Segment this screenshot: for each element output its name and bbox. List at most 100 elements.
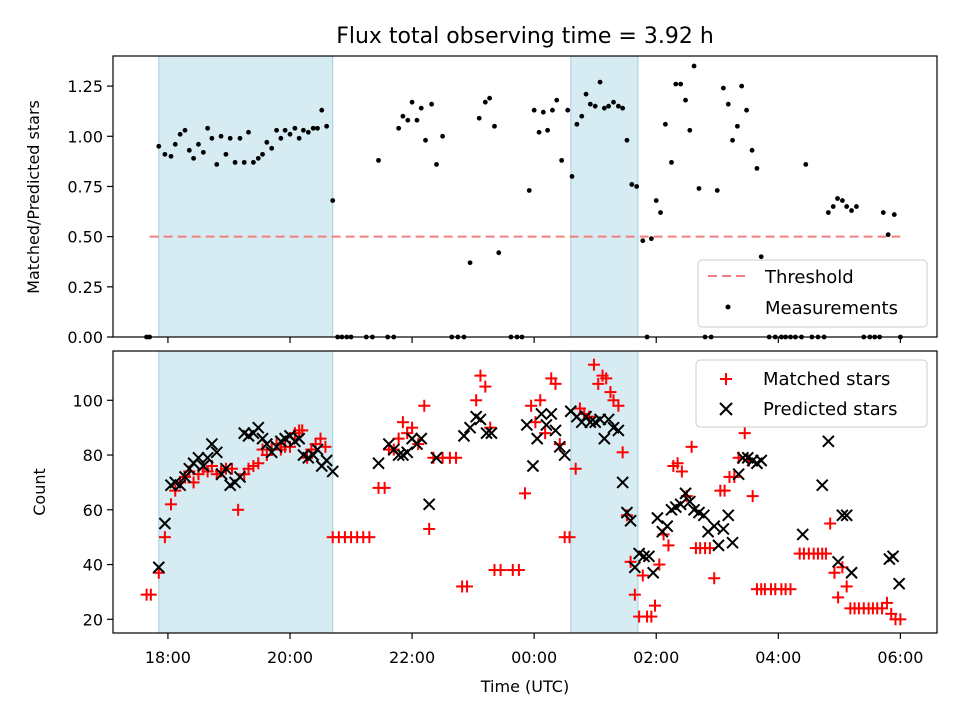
measurement-point xyxy=(269,145,275,151)
matched-star-marker xyxy=(746,490,759,503)
matched-star-marker xyxy=(450,451,463,464)
predicted-star-marker xyxy=(602,413,615,426)
predicted-star-marker xyxy=(584,415,597,429)
predicted-star-marker xyxy=(457,429,471,443)
y-tick-label: 100 xyxy=(72,391,103,410)
measurement-point xyxy=(196,141,201,147)
matched-star-marker xyxy=(418,399,431,412)
measurement-point xyxy=(292,125,298,131)
matched-star-marker xyxy=(728,470,741,483)
predicted-star-marker xyxy=(642,550,656,563)
measurement-point xyxy=(611,99,616,105)
predicted-star-marker xyxy=(372,457,385,470)
measurement-point xyxy=(418,105,424,111)
predicted-star-marker xyxy=(722,509,735,522)
predicted-star-marker xyxy=(252,421,265,434)
measurement-point xyxy=(526,188,532,193)
measurement-point xyxy=(209,135,215,141)
measurement-point xyxy=(669,159,674,165)
shaded-interval xyxy=(158,350,334,634)
matched-star-marker xyxy=(534,394,547,407)
measurement-point xyxy=(241,159,247,165)
measurement-point xyxy=(414,117,420,123)
x-tick-label: 00:00 xyxy=(511,648,557,667)
shaded-interval xyxy=(570,55,639,338)
bottom-x-ticks: 18:00 20:00 22:00 00:00 02:00 04:00 06:00 xyxy=(145,633,923,667)
measurement-point xyxy=(274,127,279,133)
measurement-point xyxy=(467,260,473,266)
measurement-point xyxy=(640,238,646,244)
matched-star-marker xyxy=(314,432,327,445)
matched-star-marker xyxy=(494,564,507,577)
top-shaded-intervals xyxy=(158,55,639,338)
matched-star-marker xyxy=(144,588,157,601)
predicted-star-marker xyxy=(620,506,634,519)
y-tick-label: 40 xyxy=(83,556,103,575)
predicted-star-marker xyxy=(233,470,247,484)
measurement-point xyxy=(754,166,760,171)
legend-matched-label: Matched stars xyxy=(763,369,890,390)
measurement-point xyxy=(601,105,607,111)
measurement-point xyxy=(278,135,284,141)
matched-star-marker xyxy=(685,440,698,453)
measurement-point xyxy=(400,113,406,119)
predicted-star-marker xyxy=(205,437,219,451)
top-panel: 0.00 0.25 0.50 0.75 1.00 1.25 Flux total obse… xyxy=(24,24,938,347)
measurement-point xyxy=(830,204,836,209)
predicted-star-marker xyxy=(836,509,849,522)
measurement-point xyxy=(296,135,302,141)
measurement-point xyxy=(405,117,411,123)
predicted-star-marker xyxy=(822,435,835,448)
matched-star-marker xyxy=(226,462,239,475)
measurement-point xyxy=(620,105,626,111)
measurement-point xyxy=(662,121,668,127)
measurement-point xyxy=(287,131,293,137)
measurement-point xyxy=(579,113,585,119)
predicted-star-marker xyxy=(831,555,845,569)
measurement-point xyxy=(310,125,316,131)
measurement-point xyxy=(825,210,831,215)
bottom-legend: Matched stars Predicted stars xyxy=(695,359,928,428)
measurement-point xyxy=(730,137,735,143)
predicted-star-marker xyxy=(732,467,745,481)
x-tick-label: 02:00 xyxy=(633,648,679,667)
matched-star-marker xyxy=(840,580,853,593)
measurement-point xyxy=(487,95,492,101)
predicted-star-marker xyxy=(326,465,339,478)
measurement-point xyxy=(223,151,229,157)
measurement-point xyxy=(182,127,188,133)
predicted-star-marker xyxy=(637,550,651,563)
predicted-star-marker xyxy=(463,421,477,434)
matched-star-marker xyxy=(653,558,666,571)
y-tick-label: 80 xyxy=(83,446,103,465)
matched-star-marker xyxy=(529,416,542,429)
measurement-point xyxy=(592,103,598,109)
measurement-point xyxy=(683,97,688,103)
predicted-star-marker xyxy=(526,459,540,473)
predicted-star-marker xyxy=(558,448,571,462)
bottom-axes-frame xyxy=(112,350,938,634)
x-tick-label: 04:00 xyxy=(755,648,801,667)
bottom-shaded-intervals xyxy=(158,350,639,634)
measurement-point xyxy=(597,79,603,85)
measurement-point xyxy=(237,135,243,141)
measurement-point xyxy=(324,123,330,129)
matched-star-marker xyxy=(392,432,405,445)
predicted-star-marker xyxy=(616,476,629,489)
measurement-point xyxy=(214,161,220,167)
predicted-star-marker xyxy=(717,522,730,536)
measurement-point xyxy=(739,83,745,89)
matched-star-marker xyxy=(474,369,487,382)
measurement-point xyxy=(376,157,381,163)
matched-star-marker xyxy=(525,399,538,412)
predicted-star-marker xyxy=(430,451,443,464)
measurement-point xyxy=(205,125,211,131)
predicted-star-marker xyxy=(612,424,625,437)
top-axes-frame xyxy=(112,55,938,338)
measurement-point xyxy=(492,123,497,129)
predicted-star-marker xyxy=(311,443,324,456)
matched-star-marker xyxy=(649,599,662,612)
chart-title: Flux total observing time = 3.92 h xyxy=(336,24,714,49)
matched-star-marker xyxy=(512,564,525,577)
measurement-point xyxy=(854,204,859,209)
